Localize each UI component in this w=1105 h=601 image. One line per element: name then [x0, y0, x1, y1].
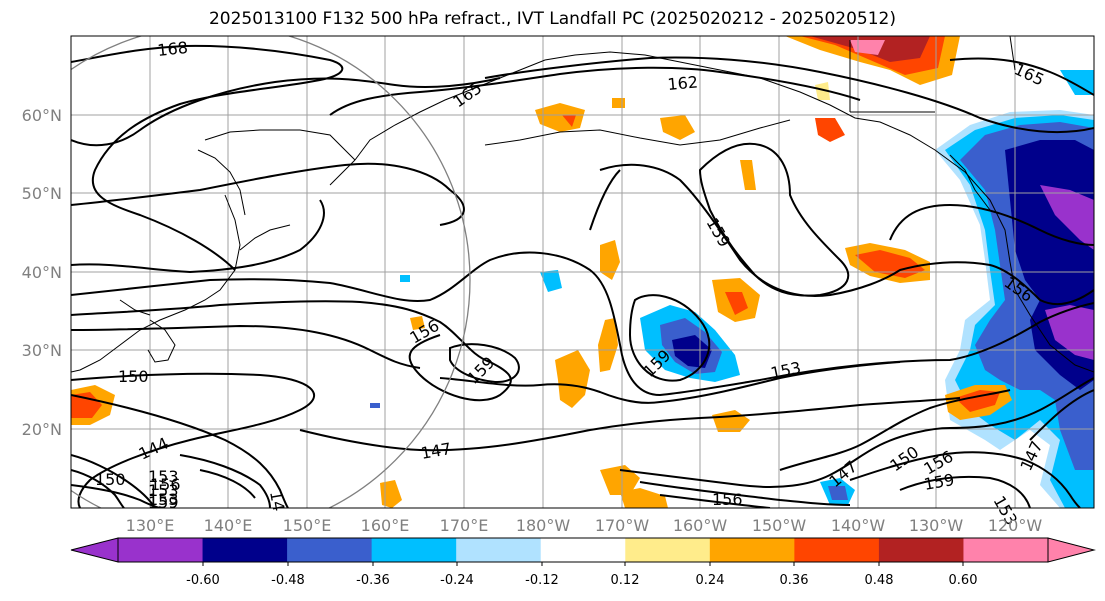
ivt-shading — [71, 36, 1094, 508]
height-contours — [71, 44, 1094, 508]
colorbar-cell — [287, 538, 373, 562]
contour-labels: 168 165 162 165 159 156 159 159 153 156 … — [95, 38, 1047, 529]
contour-label: 153 — [148, 490, 179, 509]
colorbar-cell — [878, 538, 964, 562]
lon-label: 140°W — [831, 516, 886, 535]
lat-label: 50°N — [22, 184, 62, 203]
lon-label: 130°W — [909, 516, 964, 535]
contour-label: 14 — [266, 489, 288, 512]
colorbar-min-arrow — [70, 537, 119, 563]
colorbar-cell — [202, 538, 288, 562]
contour-label: 168 — [156, 38, 188, 60]
colorbar-cell — [371, 538, 457, 562]
contour-label: 162 — [667, 72, 699, 94]
colorbar-tick-label: 0.36 — [780, 573, 809, 588]
colorbar-cell — [963, 538, 1049, 562]
colorbar-tick-label: -0.24 — [440, 573, 474, 588]
lat-label: 40°N — [22, 263, 62, 282]
colorbar: -0.60 -0.48 -0.36 -0.24 -0.12 0.12 0.24 … — [70, 537, 1096, 588]
colorbar-tick-label: -0.36 — [356, 573, 390, 588]
contour-label: 153 — [148, 467, 179, 486]
colorbar-tick-label: -0.60 — [186, 573, 220, 588]
colorbar-cells — [117, 537, 1049, 563]
lon-label: 120°W — [988, 516, 1043, 535]
colorbar-tick-labels: -0.60 -0.48 -0.36 -0.24 -0.12 0.12 0.24 … — [186, 573, 977, 588]
colorbar-tick-label: -0.48 — [271, 573, 305, 588]
contour-label: 156 — [712, 490, 743, 509]
lon-label: 150°W — [752, 516, 807, 535]
map-frame — [70, 35, 1095, 509]
colorbar-cell — [794, 538, 880, 562]
lon-label: 170°W — [595, 516, 650, 535]
coastlines — [71, 36, 1094, 373]
colorbar-cell — [625, 538, 711, 562]
colorbar-cell — [540, 538, 626, 562]
lon-label: 140°E — [204, 516, 253, 535]
colorbar-max-arrow — [1047, 537, 1096, 563]
contour-label: 159 — [148, 493, 179, 512]
colorbar-tick-label: -0.12 — [525, 573, 559, 588]
contour-label: 153 — [148, 481, 179, 500]
lon-label: 130°E — [126, 516, 175, 535]
colorbar-ticks — [202, 562, 964, 566]
map-title: 2025013100 F132 500 hPa refract., IVT La… — [208, 9, 896, 29]
lon-label: 160°E — [361, 516, 410, 535]
reference-circle — [71, 36, 471, 508]
lon-label: 160°W — [673, 516, 728, 535]
colorbar-tick-label: 0.12 — [611, 573, 640, 588]
map-panel — [70, 35, 1095, 509]
lon-label: 180°W — [516, 516, 571, 535]
longitude-labels: 130°E 140°E 150°E 160°E 170°E 180°W 170°… — [126, 516, 1043, 535]
colorbar-tick-label: 0.24 — [696, 573, 725, 588]
lon-label: 150°E — [283, 516, 332, 535]
contour-label: 156 — [150, 475, 181, 494]
colorbar-tick-label: 0.48 — [865, 573, 894, 588]
contour-label: 150 — [95, 470, 126, 489]
colorbar-cell — [456, 538, 542, 562]
colorbar-cell — [118, 538, 204, 562]
colorbar-cell — [709, 538, 795, 562]
lat-label: 30°N — [22, 341, 62, 360]
contour-label: 150 — [118, 367, 149, 386]
latitude-labels: 60°N 50°N 40°N 30°N 20°N — [22, 106, 62, 439]
lat-label: 60°N — [22, 106, 62, 125]
colorbar-tick-label: 0.60 — [949, 573, 978, 588]
lon-label: 170°E — [440, 516, 489, 535]
lat-label: 20°N — [22, 420, 62, 439]
